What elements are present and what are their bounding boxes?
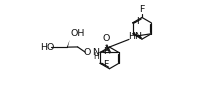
Text: HO: HO — [40, 43, 54, 52]
Text: HN: HN — [128, 32, 142, 41]
Text: F: F — [103, 60, 109, 69]
Text: N: N — [92, 48, 99, 57]
Text: I: I — [136, 17, 139, 26]
Text: F: F — [103, 47, 109, 56]
Polygon shape — [67, 40, 70, 47]
Text: O: O — [103, 34, 110, 43]
Text: H: H — [93, 52, 99, 61]
Text: O: O — [83, 48, 91, 57]
Text: OH: OH — [70, 29, 85, 38]
Text: F: F — [139, 5, 145, 14]
